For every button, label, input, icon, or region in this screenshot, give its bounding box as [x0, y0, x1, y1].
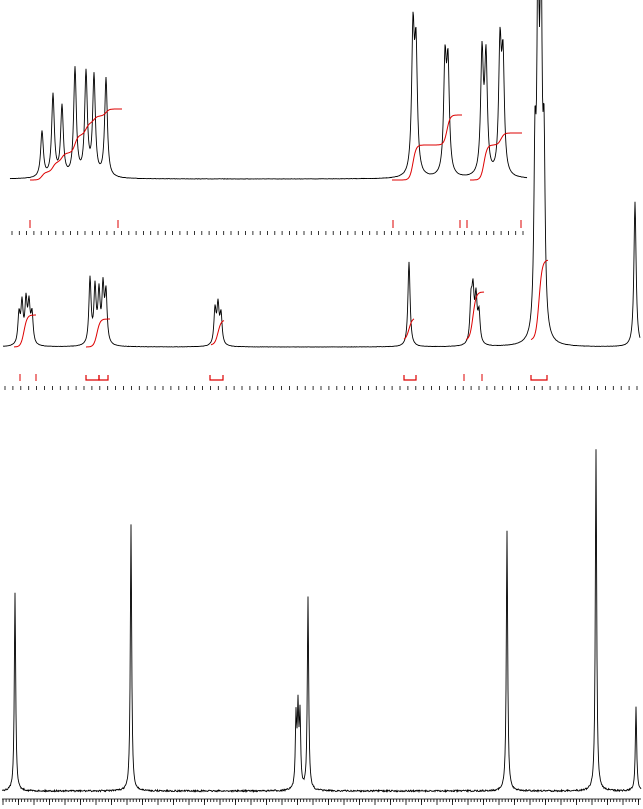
- integral-curve: [210, 320, 225, 346]
- integral-bracket: [85, 375, 100, 381]
- expanded-spectrum: [9, 11, 528, 180]
- integral-curve: [14, 314, 36, 348]
- integral-curve: [86, 318, 110, 348]
- integral-curve: [30, 108, 122, 181]
- integral-bracket: [403, 375, 417, 381]
- proton-spectrum: [2, 0, 641, 348]
- integral-curve: [465, 291, 485, 340]
- integral-bracket: [530, 375, 548, 381]
- integral-curve: [403, 318, 415, 340]
- integral-curve: [530, 259, 549, 340]
- carbon-spectrum: [1, 449, 642, 794]
- integral-curve: [470, 132, 522, 181]
- integral-bracket: [98, 375, 109, 381]
- integral-bracket: [209, 375, 224, 381]
- integral-curve: [392, 114, 462, 181]
